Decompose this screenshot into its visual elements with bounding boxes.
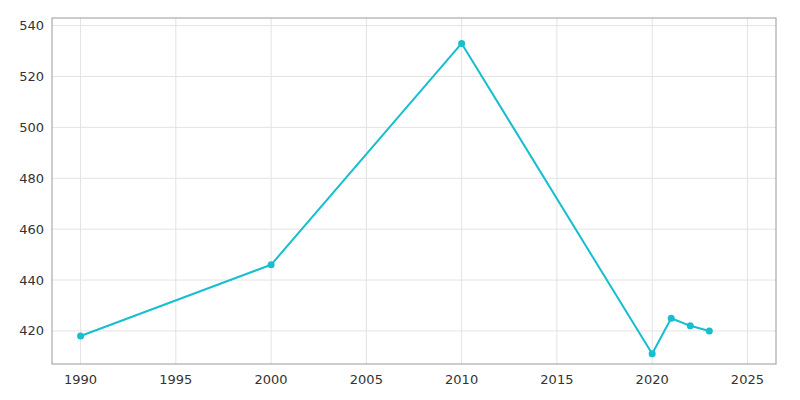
x-tick-label: 2025: [731, 372, 764, 387]
x-tick-label: 1990: [64, 372, 97, 387]
marker: [77, 333, 84, 340]
x-tick-label: 2000: [255, 372, 288, 387]
marker: [687, 322, 694, 329]
marker: [706, 327, 713, 334]
y-grid-line: [52, 229, 776, 230]
series: [77, 40, 713, 357]
x-tick-label: 2010: [445, 372, 478, 387]
x-grid-line: [556, 18, 557, 364]
y-grid-line: [52, 280, 776, 281]
x-grid-line: [175, 18, 176, 364]
plot-frame: [52, 18, 776, 364]
y-tick-label: 440: [19, 273, 44, 288]
marker: [458, 40, 465, 47]
marker: [268, 261, 275, 268]
chart: 1990 1995 2000 2005 2010 2015 2020 2025 420 440 46…: [0, 0, 800, 400]
y-tick-label: 420: [19, 323, 44, 338]
grid: [52, 18, 776, 364]
y-grid-line: [52, 76, 776, 77]
marker: [649, 350, 656, 357]
x-tick-label: 2005: [350, 372, 383, 387]
y-tick-label: 500: [19, 120, 44, 135]
y-grid-line: [52, 178, 776, 179]
x-tick-label: 2020: [636, 372, 669, 387]
y-tick-label: 480: [19, 171, 44, 186]
y-grid-line: [52, 127, 776, 128]
marker: [668, 315, 675, 322]
x-grid-line: [652, 18, 653, 364]
x-grid-line: [80, 18, 81, 364]
x-grid-line: [747, 18, 748, 364]
line: [81, 43, 710, 353]
y-tick-label: 460: [19, 222, 44, 237]
tick-labels: 1990 1995 2000 2005 2010 2015 2020 2025 420 440 46…: [19, 18, 764, 387]
x-grid-line: [271, 18, 272, 364]
x-grid-line: [461, 18, 462, 364]
x-grid-line: [366, 18, 367, 364]
y-tick-label: 520: [19, 69, 44, 84]
y-grid-line: [52, 330, 776, 331]
x-tick-label: 1995: [159, 372, 192, 387]
x-tick-label: 2015: [540, 372, 573, 387]
y-grid-line: [52, 25, 776, 26]
y-tick-label: 540: [19, 18, 44, 33]
